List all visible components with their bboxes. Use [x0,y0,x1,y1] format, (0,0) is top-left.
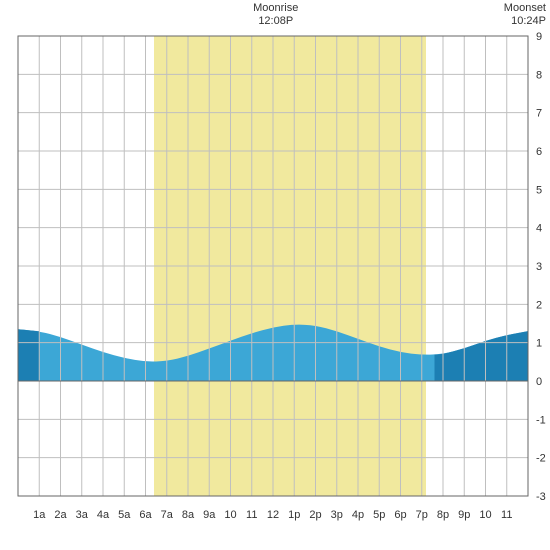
x-tick-label: 4p [352,509,364,521]
y-tick-label: 9 [536,31,542,43]
x-tick-label: 12 [267,509,279,521]
x-tick-label: 10 [224,509,236,521]
y-tick-label: 5 [536,184,542,196]
y-tick-label: 3 [536,261,542,273]
tide-area-night-0 [18,329,39,381]
moonset-label: Moonset10:24P [504,2,546,28]
x-tick-label: 7a [161,509,174,521]
x-tick-label: 2a [54,509,67,521]
x-tick-label: 3a [76,509,89,521]
x-tick-label: 7p [416,509,428,521]
moonrise-label-time: 12:08P [226,15,326,28]
x-tick-label: 11 [501,509,512,521]
x-tick-label: 3p [331,509,343,521]
x-tick-label: 8p [437,509,449,521]
y-tick-label: 0 [536,376,542,388]
y-tick-label: 2 [536,299,542,311]
moonrise-label-label: Moonrise [226,2,326,15]
y-tick-label: -2 [536,453,546,465]
tide-moon-chart: -3-2-101234567891a2a3a4a5a6a7a8a9a101112… [0,0,550,550]
y-tick-label: 7 [536,108,542,120]
moonset-label-time: 10:24P [504,15,546,28]
x-tick-label: 9p [458,509,470,521]
x-tick-label: 4a [97,509,110,521]
moonset-label-label: Moonset [504,2,546,15]
x-tick-label: 11 [246,509,257,521]
y-tick-label: -1 [536,414,546,426]
x-tick-label: 5p [373,509,385,521]
x-tick-label: 9a [203,509,216,521]
x-tick-label: 6a [139,509,152,521]
x-tick-label: 10 [479,509,491,521]
x-tick-label: 1a [33,509,46,521]
x-tick-label: 6p [394,509,406,521]
chart-svg: -3-2-101234567891a2a3a4a5a6a7a8a9a101112… [0,0,550,550]
x-tick-label: 1p [288,509,300,521]
x-tick-label: 8a [182,509,195,521]
y-tick-label: 6 [536,146,542,158]
y-tick-label: 8 [536,69,542,81]
y-tick-label: 1 [536,338,542,350]
y-tick-label: 4 [536,223,542,235]
moonrise-label: Moonrise12:08P [226,2,326,28]
x-tick-label: 2p [309,509,321,521]
x-tick-label: 5a [118,509,131,521]
y-tick-label: -3 [536,491,546,503]
